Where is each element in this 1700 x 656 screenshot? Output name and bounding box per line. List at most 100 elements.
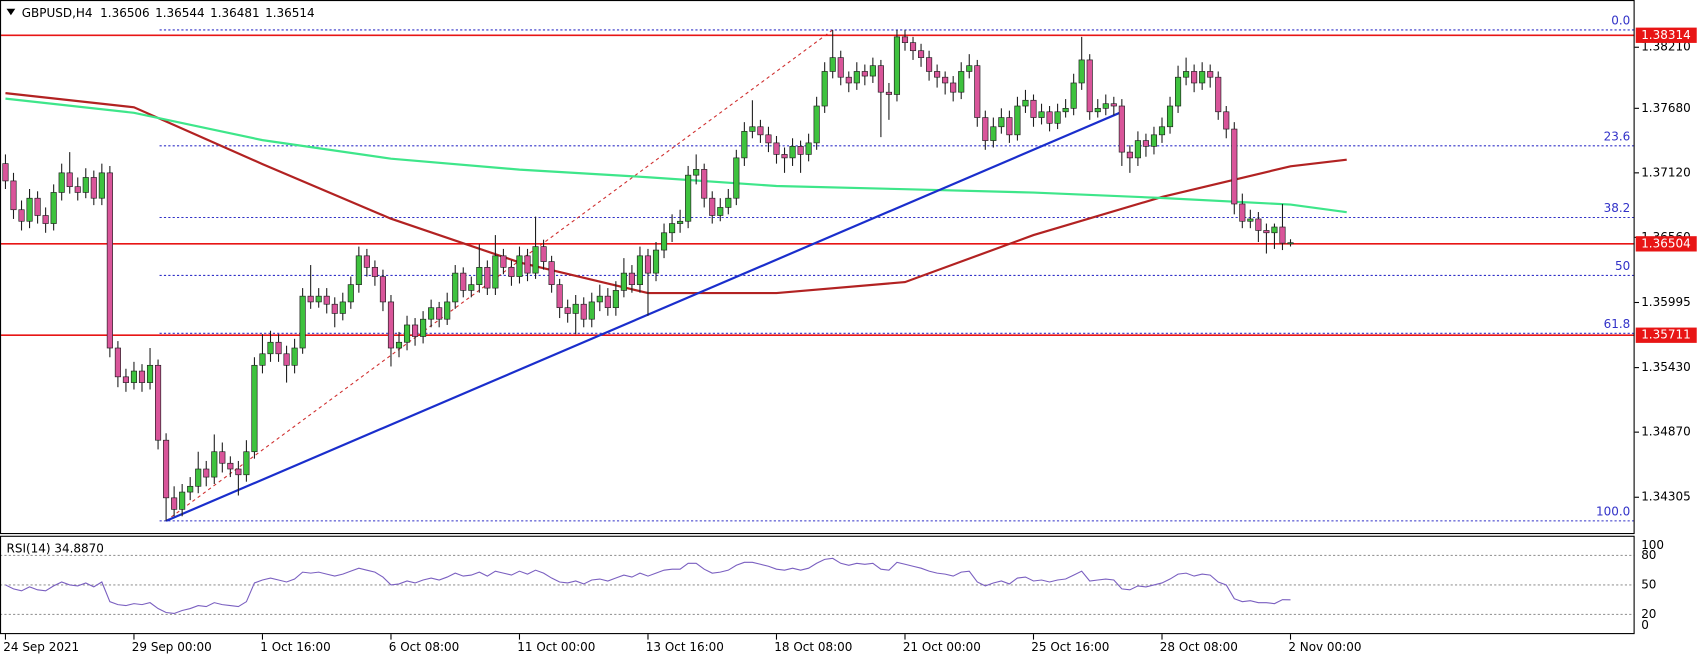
candle-body [612,290,619,309]
candle-body [323,295,330,305]
candle-body [885,91,892,95]
menu-arrow[interactable] [6,8,16,16]
candle-body [877,65,884,93]
rsi-panel [0,554,1635,615]
candle-body [1271,226,1278,234]
candle-body [1183,71,1190,78]
candle-body [1118,105,1125,153]
candle-body [1022,99,1029,107]
candle-body [18,209,25,222]
candle-body [548,261,555,285]
candle-body [1014,105,1021,136]
candle-body [235,468,242,476]
candle-body [652,249,660,274]
candle-body [974,65,981,118]
quote-close: 1.36514 [265,6,315,20]
candle-body [660,232,668,251]
fib-label: 0.0 [1611,14,1630,28]
rsi-frame [0,535,1635,635]
candle-body [1078,59,1085,84]
candle-body [765,134,772,144]
candle-body [701,169,708,199]
candle-body [1054,111,1061,124]
candle-body [492,255,499,289]
candle-body [837,57,844,78]
candle-body [604,295,611,309]
candle-body [901,36,909,43]
candle-body [379,276,387,303]
candle-body [1126,151,1133,159]
candle-body [500,255,507,268]
candle-body [34,197,41,216]
candle-body [187,485,194,493]
candle-body [114,347,121,378]
y-tick-label: 1.38210 [1641,40,1691,54]
candle-body [299,295,306,349]
candle-body [436,307,443,320]
candle-body [267,341,274,355]
candle-body [556,284,563,309]
candle-body [1038,111,1045,118]
candle-body [331,303,338,314]
candle-body [26,197,33,222]
candle-body [251,364,258,453]
candle-body [106,172,113,349]
candle-body [926,57,933,72]
candle-body [1150,134,1158,147]
candle-body [339,301,346,314]
level-label: 1.35711 [1641,328,1691,342]
candle-body [934,71,941,78]
candle-body [893,36,901,95]
candle-body [1231,128,1238,205]
x-tick-label: 18 Oct 08:00 [774,640,852,654]
candle-body [982,117,989,141]
x-tick-label: 13 Oct 16:00 [646,640,724,654]
candle-body [829,57,836,72]
candle-body [460,272,467,291]
candle-body [203,468,210,478]
candle-body [628,272,635,285]
candle-body [853,71,860,84]
candle-body [709,197,716,216]
candle-body [564,307,571,314]
rsi-header: RSI(14) 34.8870 [7,541,104,555]
candle-body [966,65,973,72]
rsi-tick-label: 50 [1641,577,1656,591]
candle-body [1255,218,1262,231]
candle-body [420,318,427,337]
candle-body [315,295,322,303]
candle-body [821,71,828,107]
candle-body [468,284,475,291]
candle-body [677,220,684,224]
candle-body [1006,117,1013,136]
candle-body [909,42,917,52]
level-label: 1.36504 [1641,236,1691,250]
candle-body [66,172,73,188]
rsi-tick-label: 80 [1641,548,1656,562]
candle-body [395,341,403,349]
candle-body [363,255,370,268]
candle-body [171,497,178,510]
quote-open: 1.36506 [100,6,150,20]
candle-body [845,76,852,84]
candle-body [588,301,595,320]
candle-body [291,347,298,366]
candle-body [757,126,764,136]
candle-body [1215,76,1222,113]
candle-body [813,105,820,144]
candle-body [532,246,539,274]
level-label: 1.38314 [1641,28,1691,42]
candle-body [693,169,700,176]
fib-label: 50 [1615,259,1630,273]
candle-body [1175,76,1182,107]
rsi-tick-label: 20 [1641,607,1656,621]
quote-low: 1.36481 [210,6,260,20]
candle-body [138,370,146,383]
x-tick-label: 2 Nov 00:00 [1288,640,1361,654]
candle-body [516,255,523,277]
candle-body [476,267,483,285]
level-box [1635,27,1697,43]
y-tick-label: 1.37680 [1641,101,1691,115]
candle-body [1239,203,1246,222]
